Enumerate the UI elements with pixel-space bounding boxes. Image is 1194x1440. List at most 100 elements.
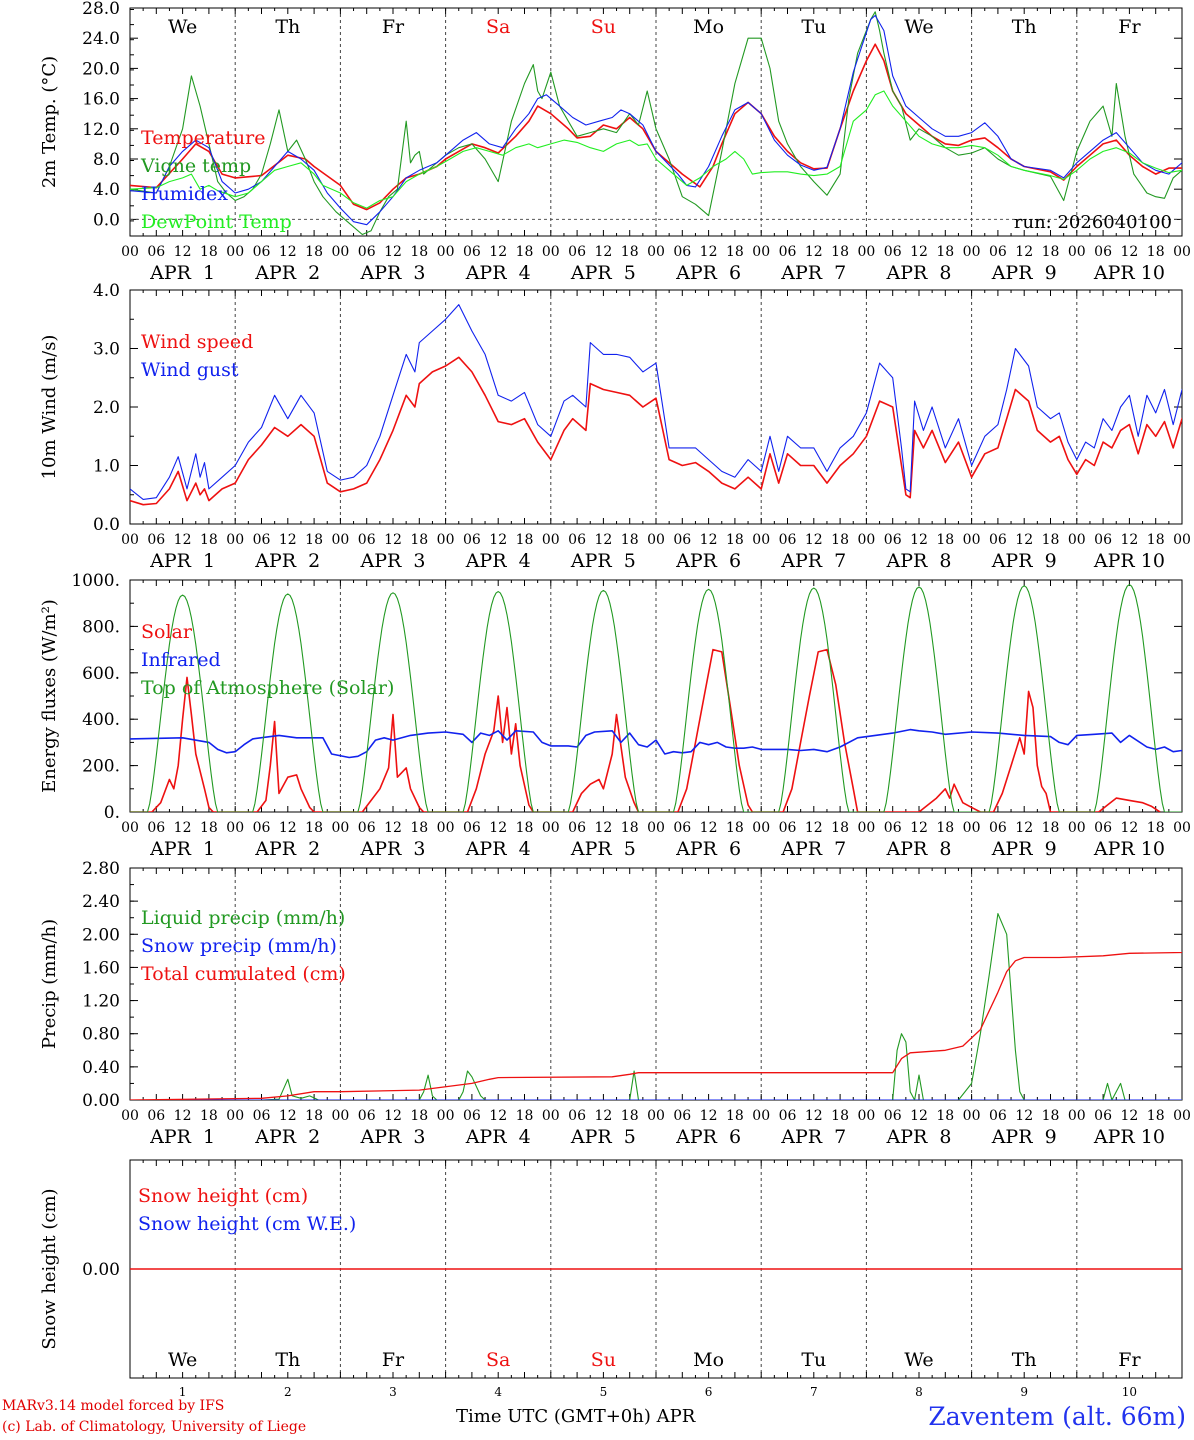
hour-tick-label: 06 [463, 1108, 481, 1124]
series-line-temperature [130, 43, 1182, 211]
y-axis-title: Precip (mm/h) [39, 919, 60, 1049]
hour-tick-label: 18 [410, 532, 428, 548]
hour-tick-label: 00 [437, 1108, 455, 1124]
hour-tick-label: 00 [1173, 532, 1191, 548]
date-label: APR 4 [465, 262, 531, 284]
hour-tick-label: 12 [1015, 244, 1033, 260]
hour-tick-label: 00 [1068, 244, 1086, 260]
series-line-vigne-temp [130, 11, 1182, 236]
hour-tick-label: 06 [884, 532, 902, 548]
hour-tick-label: 06 [989, 820, 1007, 836]
hour-tick-label: 00 [752, 532, 770, 548]
hour-tick-label: 00 [1068, 532, 1086, 548]
hour-tick-label: 12 [384, 532, 402, 548]
hour-tick-label: 12 [910, 820, 928, 836]
hour-tick-label: 18 [1147, 244, 1165, 260]
y-tick-label: 0.0 [93, 210, 120, 230]
legend-item: Liquid precip (mm/h) [141, 907, 345, 929]
date-label: APR 1 [149, 262, 215, 284]
hour-tick-label: 18 [831, 244, 849, 260]
weekday-label: Fr [1118, 1349, 1141, 1371]
hour-tick-label: 12 [700, 532, 718, 548]
y-tick-label: 8.0 [93, 150, 120, 170]
legend-item: Humidex [141, 183, 228, 205]
hour-tick-label: 18 [200, 244, 218, 260]
series-line-wind-gust [130, 304, 1182, 500]
hour-tick-label: 06 [1094, 820, 1112, 836]
hour-tick-label: 00 [647, 820, 665, 836]
hour-tick-label: 00 [963, 820, 981, 836]
date-label: APR 7 [780, 1126, 846, 1148]
date-label: APR 3 [360, 838, 426, 860]
series-line-solar [130, 648, 1161, 812]
hour-tick-label: 18 [1042, 1108, 1060, 1124]
hour-tick-label: 00 [963, 1108, 981, 1124]
time-axis-title: Time UTC (GMT+0h) APR [456, 1406, 695, 1427]
weekday-label: Mo [693, 1349, 724, 1371]
weekday-label: Th [1012, 1349, 1037, 1371]
hour-tick-label: 00 [121, 1108, 139, 1124]
date-label: APR 3 [360, 262, 426, 284]
hour-tick-label: 12 [805, 1108, 823, 1124]
hour-tick-label: 06 [673, 1108, 691, 1124]
hour-tick-label: 06 [358, 1108, 376, 1124]
day-number-label: 9 [1020, 1385, 1028, 1399]
day-number-label: 5 [600, 1385, 608, 1399]
hour-tick-label: 06 [568, 1108, 586, 1124]
hour-tick-label: 18 [516, 820, 534, 836]
series-line-total-cumulated-cm [130, 951, 1182, 1100]
hour-tick-label: 18 [200, 532, 218, 548]
y-axis-title: Snow height (cm) [39, 1188, 60, 1349]
day-number-label: 3 [389, 1385, 397, 1399]
y-tick-label: 28.0 [82, 0, 120, 19]
hour-tick-label: 18 [410, 244, 428, 260]
hour-tick-label: 12 [279, 1108, 297, 1124]
legend-item: Vigne temp [140, 155, 251, 177]
hour-tick-label: 18 [410, 820, 428, 836]
date-label: APR 6 [675, 1126, 741, 1148]
y-tick-label: 0.40 [82, 1058, 120, 1078]
hour-tick-label: 12 [384, 1108, 402, 1124]
hour-tick-label: 06 [779, 1108, 797, 1124]
hour-tick-label: 12 [384, 244, 402, 260]
day-number-label: 10 [1122, 1385, 1137, 1399]
hour-tick-label: 06 [147, 244, 165, 260]
date-label: APR 7 [780, 838, 846, 860]
model-credit: MARv3.14 model forced by IFS [2, 1398, 225, 1414]
panel-4: 0.00 0.40 0.80 1.20 1.60 2.00 2.40 2.80 Precip (… [39, 859, 1191, 1148]
hour-tick-label: 18 [1147, 820, 1165, 836]
hour-tick-label: 00 [121, 820, 139, 836]
hour-tick-label: 00 [1173, 244, 1191, 260]
hour-tick-label: 06 [358, 820, 376, 836]
y-tick-label: 0.00 [82, 1260, 120, 1280]
panel-1: 0.0 4.0 8.0 12.0 16.0 20.0 24.0 28.0 2m Temp. (°… [39, 0, 1191, 284]
hour-tick-label: 18 [1147, 532, 1165, 548]
y-tick-label: 400. [82, 710, 120, 730]
hour-tick-label: 00 [226, 820, 244, 836]
hour-tick-label: 12 [384, 820, 402, 836]
date-label: APR 5 [570, 550, 636, 572]
hour-tick-label: 12 [594, 820, 612, 836]
hour-tick-label: 18 [1042, 244, 1060, 260]
weekday-label: Th [275, 16, 300, 38]
hour-tick-label: 06 [463, 820, 481, 836]
legend-item: Solar [141, 621, 193, 643]
hour-tick-label: 00 [542, 532, 560, 548]
hour-tick-label: 06 [358, 532, 376, 548]
date-label: APR 2 [254, 550, 320, 572]
hour-tick-label: 00 [1173, 1108, 1191, 1124]
hour-tick-label: 18 [621, 1108, 639, 1124]
hour-tick-label: 06 [253, 820, 271, 836]
weekday-label: Sa [486, 16, 510, 38]
hour-tick-label: 12 [174, 532, 192, 548]
date-label: APR 3 [360, 550, 426, 572]
hour-tick-label: 06 [1094, 244, 1112, 260]
hour-tick-label: 12 [1120, 820, 1138, 836]
weekday-label: Th [1012, 16, 1037, 38]
date-label: APR 8 [886, 838, 952, 860]
hour-tick-label: 00 [857, 532, 875, 548]
y-tick-label: 200. [82, 757, 120, 777]
y-axis-title: 2m Temp. (°C) [39, 56, 60, 188]
weekday-label: We [904, 1349, 933, 1371]
